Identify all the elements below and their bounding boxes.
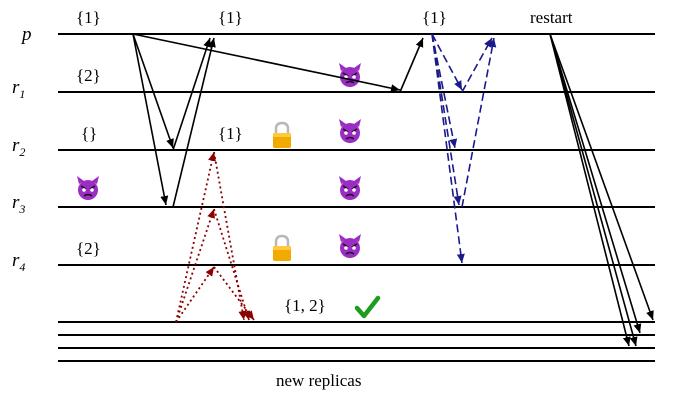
process-label-r3: r3 — [12, 192, 25, 216]
r4-set-label: {2} — [76, 239, 101, 258]
dashed-message-arrow — [461, 37, 497, 208]
restart-arrow — [549, 33, 642, 334]
dashed-message-arrow — [431, 33, 458, 149]
new-set-label: {1, 2} — [284, 296, 326, 315]
process-label-r2: r2 — [12, 135, 25, 159]
dotted-message-arrow — [213, 208, 251, 321]
process-label-r1: r1 — [12, 77, 25, 101]
dotted-message-arrow — [175, 151, 216, 323]
devil-icon — [338, 118, 362, 144]
dotted-message-arrow — [175, 266, 215, 323]
dotted-message-arrow — [213, 266, 255, 321]
restart-arrow — [549, 33, 638, 347]
dashed-message-arrow — [431, 33, 465, 264]
dotted-message-arrow — [213, 151, 247, 321]
message-arrow — [132, 33, 174, 149]
devil-icon — [338, 233, 362, 259]
message-arrow — [399, 37, 424, 93]
p-set-label: {1} — [218, 8, 243, 27]
devil-icon — [76, 175, 100, 201]
lock-icon — [271, 234, 293, 263]
r2-set-label: {} — [81, 124, 97, 143]
r1-set-label: {2} — [76, 66, 101, 85]
message-arrow — [132, 33, 169, 206]
message-arrow — [172, 37, 211, 151]
dashed-message-arrow — [431, 33, 463, 91]
message-arrow — [132, 33, 401, 93]
new-replicas-label: new replicas — [276, 371, 361, 390]
restart-arrow — [549, 33, 631, 347]
r2-set-label: {1} — [218, 124, 243, 143]
checkmark-icon — [354, 295, 381, 319]
devil-icon — [338, 175, 362, 201]
message-arrow — [172, 37, 216, 208]
dashed-message-arrow — [461, 37, 493, 93]
restart-label: restart — [530, 8, 573, 27]
devil-icon — [338, 62, 362, 88]
p-set-label: {1} — [76, 8, 101, 27]
lock-icon — [271, 121, 293, 150]
p-set-label: {1} — [422, 8, 447, 27]
process-label-p: p — [20, 24, 32, 45]
process-label-r4: r4 — [12, 250, 25, 274]
restart-arrow — [549, 33, 654, 321]
